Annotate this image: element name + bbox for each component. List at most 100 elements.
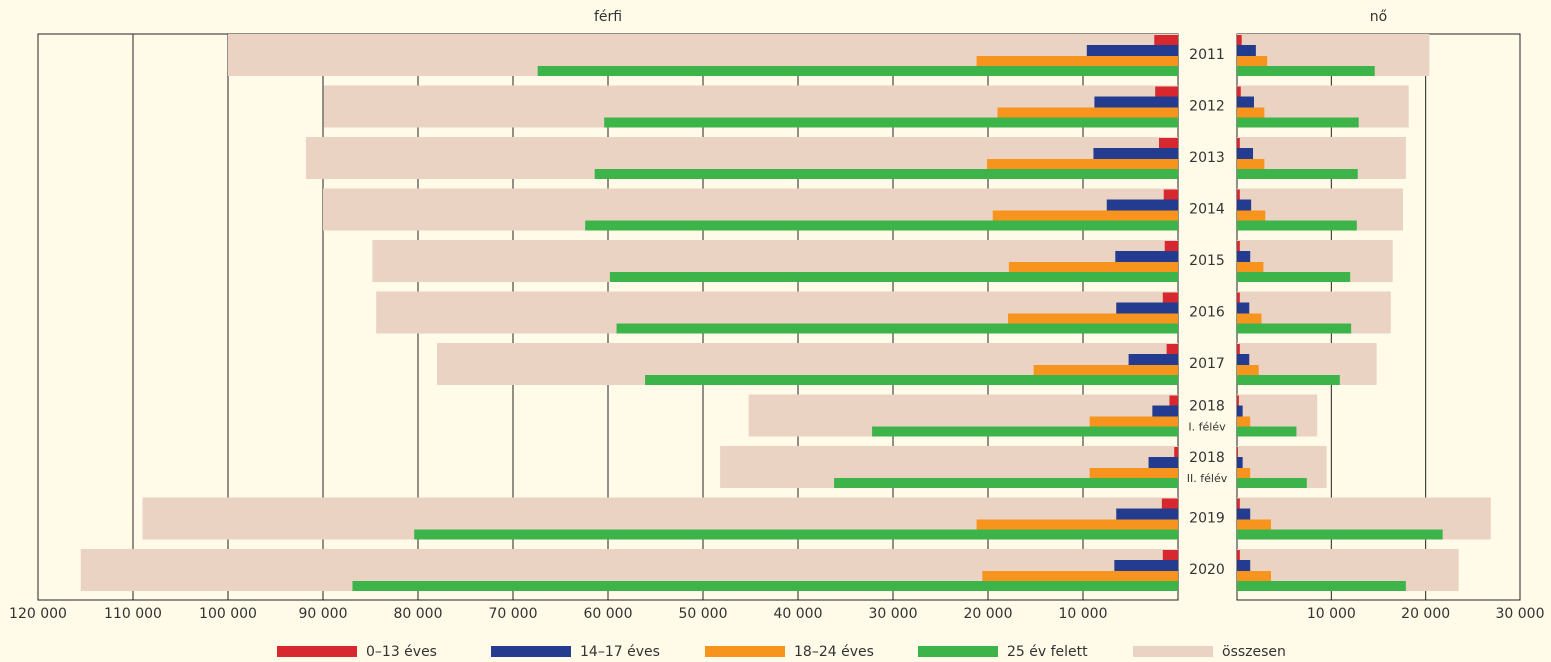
bar bbox=[1164, 241, 1178, 251]
category-label: 2018 bbox=[1189, 450, 1225, 466]
bar bbox=[982, 571, 1178, 581]
category-label: 2019 bbox=[1189, 511, 1225, 527]
bar bbox=[1237, 365, 1259, 375]
category-note: I. félév bbox=[1188, 421, 1226, 434]
x-tick-label: 10 000 bbox=[1059, 606, 1108, 622]
bar bbox=[1237, 498, 1240, 509]
bar bbox=[1237, 508, 1251, 520]
legend-swatch bbox=[705, 646, 785, 657]
bar bbox=[1237, 210, 1266, 221]
bar bbox=[645, 375, 1178, 385]
x-tick-label: 30 000 bbox=[869, 606, 918, 622]
category-label: 2017 bbox=[1189, 356, 1225, 372]
x-tick-label: 110 000 bbox=[104, 606, 162, 622]
bar bbox=[1237, 148, 1254, 159]
bar bbox=[1237, 56, 1268, 66]
bar bbox=[1237, 405, 1243, 417]
bar bbox=[1093, 148, 1178, 159]
bar bbox=[1237, 159, 1265, 169]
bar bbox=[1237, 426, 1297, 437]
x-tick-label: 70 000 bbox=[489, 606, 538, 622]
bar bbox=[537, 66, 1178, 76]
bar bbox=[1086, 45, 1178, 56]
bar bbox=[1155, 86, 1178, 97]
bar bbox=[1237, 581, 1406, 591]
bar bbox=[1089, 416, 1178, 427]
bar bbox=[1237, 220, 1357, 231]
bar bbox=[1237, 550, 1240, 560]
bar bbox=[616, 323, 1178, 334]
bar bbox=[414, 529, 1178, 540]
category-label: 2012 bbox=[1189, 99, 1225, 115]
x-tick-label: 120 000 bbox=[9, 606, 67, 622]
bar bbox=[1154, 35, 1178, 45]
bar bbox=[1237, 302, 1250, 314]
bar bbox=[1007, 313, 1178, 324]
bar bbox=[1162, 550, 1178, 560]
bar bbox=[1237, 199, 1252, 211]
x-tick-label: 90 000 bbox=[299, 606, 348, 622]
category-label: 2018 bbox=[1189, 399, 1225, 415]
bar bbox=[1237, 354, 1250, 365]
bar bbox=[1094, 96, 1178, 108]
bar bbox=[609, 272, 1178, 282]
bar bbox=[1237, 262, 1264, 272]
bar bbox=[1166, 344, 1178, 354]
bar bbox=[1237, 571, 1271, 581]
legend-swatch bbox=[491, 646, 571, 657]
category-label: 2011 bbox=[1189, 47, 1225, 63]
bar bbox=[1169, 395, 1178, 406]
category-label: 2013 bbox=[1189, 150, 1225, 166]
bar bbox=[1162, 292, 1178, 303]
bar bbox=[1237, 138, 1240, 148]
bar bbox=[992, 210, 1178, 221]
category-label: 2020 bbox=[1189, 562, 1225, 578]
x-tick-label: 30 000 bbox=[1496, 606, 1545, 622]
bar bbox=[1237, 251, 1251, 262]
bar bbox=[987, 159, 1178, 169]
x-tick-label: 80 000 bbox=[394, 606, 443, 622]
bar bbox=[1237, 117, 1359, 128]
bar bbox=[1237, 96, 1254, 108]
bar bbox=[1174, 447, 1178, 457]
x-tick-label: 100 000 bbox=[199, 606, 257, 622]
x-tick-label: 20 000 bbox=[1401, 606, 1450, 622]
legend-swatch bbox=[918, 646, 998, 657]
bar bbox=[1033, 365, 1178, 375]
bar bbox=[1237, 416, 1251, 427]
legend-swatch bbox=[277, 646, 357, 657]
legend-label: 0–13 éves bbox=[366, 644, 437, 660]
legend-label: 25 év felett bbox=[1007, 644, 1088, 660]
bar bbox=[976, 519, 1178, 530]
bar bbox=[585, 220, 1178, 231]
x-tick-label: 50 000 bbox=[679, 606, 728, 622]
bar bbox=[1237, 529, 1443, 540]
bar bbox=[1237, 86, 1241, 97]
bar bbox=[1237, 189, 1240, 200]
bar bbox=[1237, 447, 1238, 457]
x-tick-label: 20 000 bbox=[964, 606, 1013, 622]
category-label: 2015 bbox=[1189, 253, 1225, 269]
x-tick-label: 60 000 bbox=[584, 606, 633, 622]
bar bbox=[1237, 323, 1352, 334]
bar bbox=[1115, 251, 1178, 262]
bar bbox=[594, 169, 1178, 179]
x-tick-label: 40 000 bbox=[774, 606, 823, 622]
bar bbox=[1089, 468, 1178, 478]
bar bbox=[1116, 508, 1178, 520]
bar bbox=[1237, 35, 1242, 45]
bar bbox=[1114, 560, 1178, 571]
bar bbox=[1106, 199, 1178, 211]
bar bbox=[1237, 560, 1251, 571]
bar bbox=[1237, 395, 1239, 406]
bar bbox=[1237, 45, 1256, 56]
bar bbox=[1008, 262, 1178, 272]
bar bbox=[1237, 468, 1251, 478]
x-tick-label: 10 000 bbox=[1307, 606, 1356, 622]
bar bbox=[1159, 138, 1178, 148]
bar bbox=[1163, 189, 1178, 200]
bar bbox=[604, 117, 1178, 128]
panel-title: férfi bbox=[594, 9, 622, 25]
category-label: 2014 bbox=[1189, 202, 1225, 218]
